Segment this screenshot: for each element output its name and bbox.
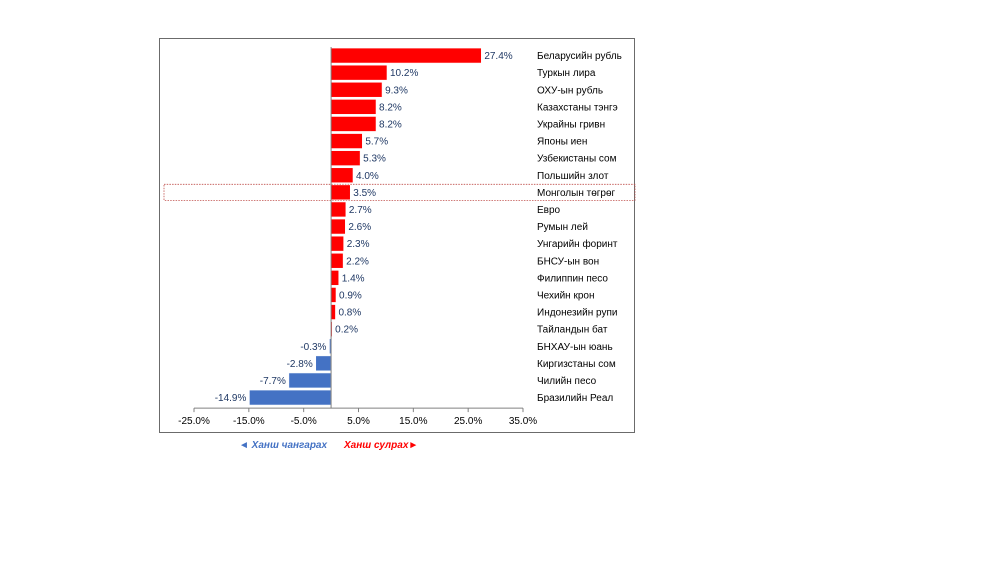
category-label: Киргизстаны сом <box>537 359 616 370</box>
category-label: Украйны гривн <box>537 119 605 130</box>
bar-value-label: 3.5% <box>353 188 376 199</box>
bar-value-label: 9.3% <box>385 85 408 96</box>
bar <box>288 372 332 389</box>
category-label: Узбекистаны сом <box>537 153 617 165</box>
bar <box>330 133 363 149</box>
bar <box>330 252 344 269</box>
category-label: БНСУ-ын вон <box>537 256 599 267</box>
x-tick-label: 5.0% <box>347 416 370 427</box>
x-tick-label: 25.0% <box>454 416 482 427</box>
category-label: Чилийн песо <box>537 376 597 387</box>
bar-value-label: -14.9% <box>215 393 247 404</box>
bar <box>315 355 332 372</box>
category-label: Румын лей <box>537 222 588 233</box>
bar-value-label: 5.3% <box>363 154 386 165</box>
bar-value-label: 5.7% <box>365 137 388 148</box>
category-label: Чехийн крон <box>537 290 595 301</box>
bar-value-label: 8.2% <box>379 102 402 113</box>
bar-value-label: 0.9% <box>339 290 362 301</box>
chart-frame: 27.4% Беларусийн рубль 10.2% Туркын лира 9.3… <box>159 38 636 433</box>
bar-value-label: 10.2% <box>390 68 418 79</box>
bar <box>330 304 336 320</box>
bar <box>330 99 377 115</box>
bar <box>330 287 337 303</box>
bar <box>330 116 377 132</box>
bar-value-label: 2.2% <box>346 256 369 267</box>
bar-value-label: -7.7% <box>260 376 286 387</box>
bar-value-label: 0.8% <box>338 308 361 319</box>
category-label: Тайландын бат <box>537 324 608 336</box>
highlight-row-box <box>163 183 636 201</box>
x-tick-label: -15.0% <box>233 416 265 427</box>
category-label: Казахстаны тэнгэ <box>537 102 618 113</box>
bar <box>330 184 351 201</box>
category-label: Филиппин песо <box>537 273 608 284</box>
category-label: Польшийн злот <box>537 171 609 182</box>
x-tick-label: 15.0% <box>399 416 427 427</box>
category-label: Японы иен <box>537 137 587 148</box>
bar-value-label: 0.2% <box>335 325 358 336</box>
x-tick-label: -5.0% <box>291 416 317 427</box>
bar-value-label: 2.3% <box>347 239 370 250</box>
bar-value-label: 1.4% <box>342 273 365 284</box>
category-label: Беларусийн рубль <box>537 50 622 62</box>
bar-chart: 27.4% Беларусийн рубль 10.2% Туркын лира 9.3… <box>163 47 636 427</box>
bar <box>330 47 482 64</box>
bar-value-label: 2.6% <box>348 222 371 233</box>
bar <box>249 389 332 406</box>
bar <box>330 218 346 235</box>
bar <box>330 81 383 98</box>
bar-value-label: -2.8% <box>287 359 313 370</box>
category-label: Индонезийн рупи <box>537 308 617 319</box>
bar <box>330 270 340 286</box>
category-label: Бразилийн Реал <box>537 393 613 404</box>
category-label: Монголын төгрөг <box>537 188 616 199</box>
category-label: БНХАУ-ын юань <box>537 342 613 353</box>
bar-value-label: 2.7% <box>349 205 372 216</box>
x-tick-label: 35.0% <box>509 416 537 427</box>
bar <box>330 167 354 184</box>
bar-value-label: 4.0% <box>356 171 379 182</box>
category-label: Унгарийн форинт <box>537 238 618 250</box>
bar-value-label: 8.2% <box>379 119 402 130</box>
bar <box>330 235 344 252</box>
bar-value-label: -0.3% <box>300 342 326 353</box>
legend-weaken: Ханш сулрах► <box>344 440 419 451</box>
bar <box>330 64 388 81</box>
bar <box>330 201 347 218</box>
category-label: ОХУ-ын рубль <box>537 84 603 96</box>
bar-value-label: 27.4% <box>484 51 512 62</box>
bar <box>330 150 361 166</box>
category-label: Туркын лира <box>537 68 596 79</box>
legend-strengthen: ◄ Ханш чангарах <box>239 440 328 451</box>
x-tick-label: -25.0% <box>178 416 210 427</box>
legend: ◄ Ханш чангарах Ханш сулрах► <box>0 440 1000 454</box>
category-label: Евро <box>537 205 561 216</box>
